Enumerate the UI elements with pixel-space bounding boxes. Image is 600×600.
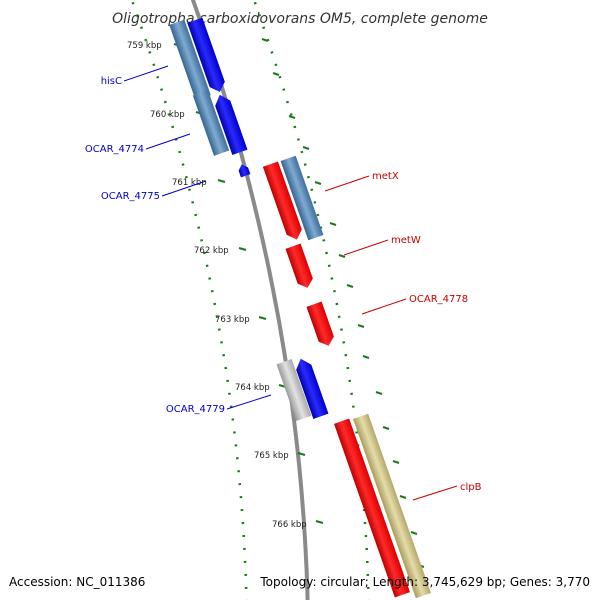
ortholog-block-OCAR_4779[interactable] <box>276 359 312 421</box>
leader-line-metX <box>324 175 370 192</box>
genome-summary-text: Topology: circular; Length: 3,745,629 bp… <box>259 575 590 589</box>
gene-OCAR_4774[interactable] <box>212 92 248 155</box>
tick-label-760: 760 kbp <box>150 110 185 120</box>
gene-OCAR_4778[interactable] <box>306 301 337 349</box>
gene-label-OCAR_4774[interactable]: OCAR_4774 <box>85 144 144 155</box>
major-tick-right-6 <box>338 254 346 258</box>
gene-hisC[interactable] <box>187 17 227 95</box>
gene-OCAR_4775[interactable] <box>237 163 251 178</box>
guide-line-left <box>130 0 248 600</box>
forward-gene-labels: hisC OCAR_4774 OCAR_4775 OCAR_4779 <box>85 65 272 415</box>
tick-label-761: 761 kbp <box>172 178 207 188</box>
major-tick-right-12 <box>392 460 400 464</box>
gene-label-clpB[interactable]: clpB <box>460 482 482 493</box>
major-tick-right-7 <box>346 284 354 288</box>
major-tick-right-8 <box>357 324 365 328</box>
tick-label-764: 764 kbp <box>235 383 270 393</box>
tick-label-766: 766 kbp <box>272 520 307 530</box>
tick-label-763: 763 kbp <box>215 315 250 325</box>
major-tick-left-4 <box>258 316 267 320</box>
ortholog-block-OCAR_4774[interactable] <box>192 90 230 156</box>
ortholog-block-hisC[interactable] <box>169 19 211 101</box>
gene-clpB[interactable] <box>334 418 410 598</box>
tick-label-762: 762 kbp <box>194 246 229 256</box>
major-tick-right-10 <box>375 391 383 395</box>
map-title: Oligotropha carboxidovorans OM5, complet… <box>112 11 488 27</box>
gene-metW[interactable] <box>285 243 316 291</box>
reverse-gene-labels: metX metW OCAR_4778 clpB <box>324 171 482 501</box>
major-tick-right-11 <box>382 426 390 430</box>
major-tick-left-2 <box>217 179 226 183</box>
accession-text: Accession: NC_011386 <box>9 575 145 589</box>
major-tick-right-13 <box>399 495 407 499</box>
leader-line-metW <box>343 239 389 256</box>
gene-label-metX[interactable]: metX <box>372 171 399 182</box>
leader-line-OCAR_4779 <box>226 394 272 410</box>
major-tick-left-6 <box>297 452 306 456</box>
major-tick-right-3 <box>302 146 310 150</box>
leader-line-OCAR_4774 <box>145 133 191 150</box>
major-tick-right-1 <box>272 72 280 76</box>
major-tick-right-9 <box>362 355 370 359</box>
leader-line-OCAR_4778 <box>361 298 407 315</box>
gene-OCAR_4779[interactable] <box>293 356 329 419</box>
feature-slot-guides <box>130 0 370 600</box>
major-tick-right-4 <box>314 181 322 185</box>
major-tick-right-5 <box>329 222 337 226</box>
leader-line-OCAR_4775 <box>161 180 207 197</box>
tick-labels: 759 kbp 760 kbp 761 kbp 762 kbp 763 kbp … <box>127 41 307 530</box>
major-tick-left-3 <box>238 247 247 251</box>
gene-label-OCAR_4775[interactable]: OCAR_4775 <box>101 191 160 202</box>
gene-label-OCAR_4779[interactable]: OCAR_4779 <box>166 404 225 415</box>
leader-line-hisC <box>123 65 169 82</box>
major-tick-right-14 <box>410 531 418 535</box>
ortholog-block-clpB[interactable] <box>353 413 431 599</box>
ortholog-block-metX[interactable] <box>280 155 324 241</box>
backbone-line <box>190 0 310 600</box>
gene-label-OCAR_4778[interactable]: OCAR_4778 <box>409 294 468 305</box>
major-tick-right-0 <box>261 38 269 42</box>
tick-label-765: 765 kbp <box>254 451 289 461</box>
gene-label-hisC[interactable]: hisC <box>101 76 122 87</box>
gene-label-metW[interactable]: metW <box>391 235 421 246</box>
gene-features <box>169 17 431 599</box>
tick-label-759: 759 kbp <box>127 41 162 51</box>
genome-backbone <box>190 0 310 600</box>
major-tick-right-2 <box>288 115 296 119</box>
gene-metX[interactable] <box>262 161 305 242</box>
leader-line-clpB <box>412 485 458 501</box>
major-tick-left-7 <box>315 520 324 524</box>
guide-line-right <box>252 0 370 600</box>
